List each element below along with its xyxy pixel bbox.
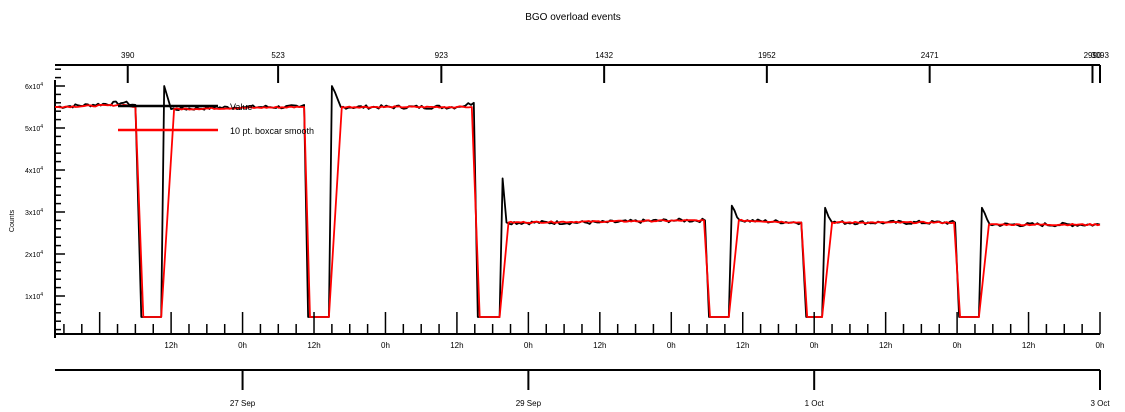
y-tick-label: 4x104 bbox=[25, 166, 43, 175]
date-axis-label: 3 Oct bbox=[1090, 399, 1110, 408]
y-tick-label: 1x104 bbox=[25, 292, 43, 301]
y-tick-label: 5x104 bbox=[25, 124, 43, 133]
series-line-smooth bbox=[54, 103, 1101, 318]
x-hour-label: 12h bbox=[307, 341, 320, 350]
x-hour-label: 12h bbox=[450, 341, 463, 350]
y-axis-label: Counts bbox=[9, 209, 16, 232]
top-axis-tick-label: 3093 bbox=[1091, 51, 1109, 60]
x-hour-label: 0h bbox=[810, 341, 819, 350]
top-axis-tick-label: 2990 bbox=[1084, 51, 1102, 60]
x-hour-label: 0h bbox=[953, 341, 962, 350]
date-axis-label: 27 Sep bbox=[230, 399, 256, 408]
series-line-value bbox=[54, 85, 1101, 318]
y-tick-label: 3x104 bbox=[25, 208, 43, 217]
top-axis-tick-label: 923 bbox=[435, 51, 449, 60]
top-axis-tick-label: 1952 bbox=[758, 51, 776, 60]
x-hour-label: 0h bbox=[381, 341, 390, 350]
top-axis-tick-label: 2471 bbox=[921, 51, 939, 60]
x-hour-label: 0h bbox=[524, 341, 533, 350]
x-hour-label: 12h bbox=[879, 341, 892, 350]
x-hour-label: 0h bbox=[667, 341, 676, 350]
x-hour-label: 12h bbox=[1022, 341, 1035, 350]
x-hour-label: 12h bbox=[164, 341, 177, 350]
top-axis-tick-label: 523 bbox=[271, 51, 285, 60]
legend-label: 10 pt. boxcar smooth bbox=[230, 126, 314, 136]
y-tick-label: 6x104 bbox=[25, 82, 43, 91]
top-axis-tick-label: 1432 bbox=[595, 51, 613, 60]
y-tick-label: 2x104 bbox=[25, 250, 43, 259]
x-hour-label: 0h bbox=[1096, 341, 1105, 350]
x-hour-label: 12h bbox=[736, 341, 749, 350]
date-axis-label: 1 Oct bbox=[805, 399, 825, 408]
date-axis: 27 Sep 29 Sep 1 Oct 3 Oct bbox=[55, 369, 1110, 408]
top-axis-tick-label: 390 bbox=[121, 51, 135, 60]
left-axis: 1x104 2x104 3x104 4x104 5x104 6x104 bbox=[25, 68, 65, 338]
x-hour-label: 0h bbox=[238, 341, 247, 350]
legend: Value 10 pt. boxcar smooth bbox=[118, 102, 314, 136]
chart-title: BGO overload events bbox=[525, 12, 621, 23]
series-layer bbox=[54, 85, 1101, 318]
bottom-axis: 12h 0h 12h 0h 12h 0h 12h 0h 12h 0h 12h 0h 12h 0h bbox=[55, 312, 1104, 350]
date-axis-label: 29 Sep bbox=[516, 399, 542, 408]
legend-label: Value bbox=[230, 102, 252, 112]
x-hour-label: 12h bbox=[593, 341, 606, 350]
